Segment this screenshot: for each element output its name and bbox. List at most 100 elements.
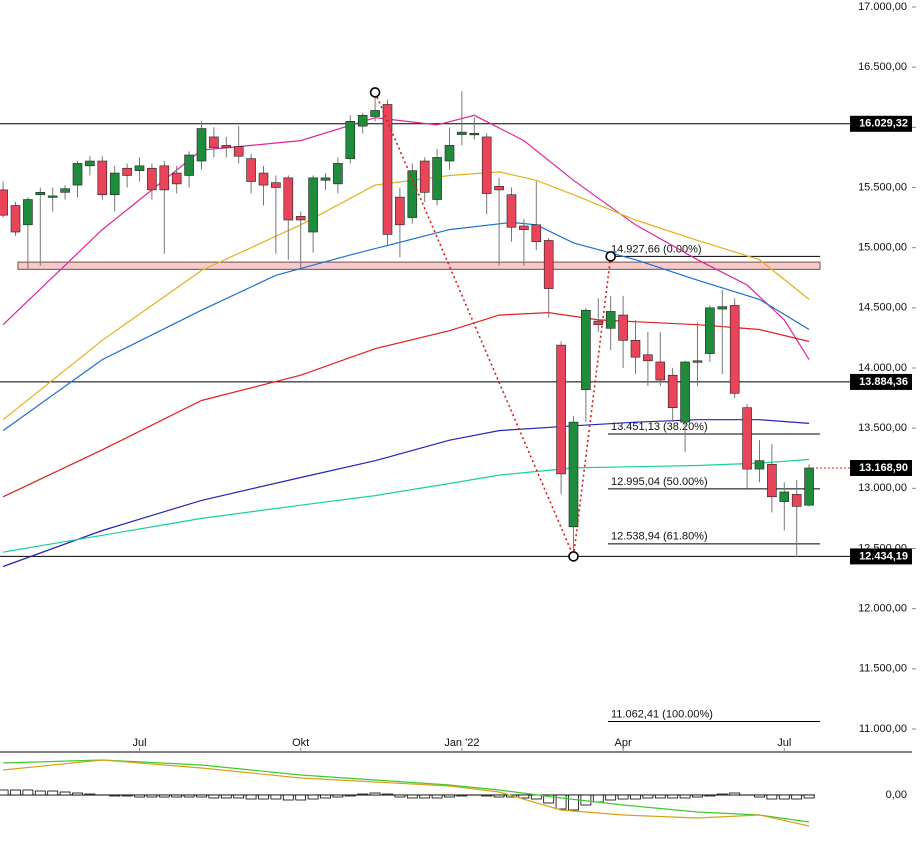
candle-body — [10, 205, 21, 233]
candle-body — [779, 491, 790, 502]
histogram-bar — [84, 793, 96, 796]
candle-body — [618, 314, 628, 341]
fib-label: 11.062,41 (100.00%) — [611, 708, 713, 720]
candle-body — [196, 128, 207, 162]
histogram-bar — [803, 794, 815, 799]
histogram-bar — [444, 794, 455, 798]
candle-body — [692, 360, 703, 363]
histogram-bar — [481, 794, 493, 797]
level-label: 12.434,19 — [859, 550, 908, 562]
moving-average — [2, 114, 810, 360]
candle-body — [605, 311, 616, 329]
candle-body — [643, 354, 653, 362]
y-tick-label: 12.000,00 — [858, 603, 907, 615]
candle-body — [333, 163, 343, 185]
histogram-bar — [766, 794, 778, 800]
histogram-bar — [344, 794, 356, 797]
candle-body — [271, 182, 281, 188]
y-tick-label: 13.000,00 — [858, 482, 907, 494]
histogram-bar — [146, 794, 158, 798]
histogram-bar — [158, 794, 170, 798]
x-tick-label: Apr — [615, 737, 632, 749]
candle-body — [469, 133, 480, 136]
histogram-bar — [778, 794, 790, 800]
histogram-bar — [642, 794, 654, 799]
candle-body — [382, 104, 393, 235]
candle-body — [717, 306, 728, 310]
y-tick-label: 11.000,00 — [859, 723, 907, 735]
x-tick-label: Jul — [777, 737, 791, 749]
candle-body — [667, 374, 678, 409]
candle-body — [519, 225, 529, 230]
histogram-bar — [555, 794, 567, 810]
candle-body — [283, 177, 294, 221]
fib-label: 13.451,13 (38.20%) — [611, 421, 708, 433]
candle-body — [171, 172, 182, 185]
histogram-bar — [109, 794, 121, 797]
candle-body — [494, 185, 504, 191]
moving-average — [2, 171, 810, 421]
histogram-bar — [382, 793, 393, 796]
histogram-bar — [258, 794, 269, 800]
histogram-bar — [47, 790, 59, 796]
candle-body — [60, 188, 70, 193]
histogram-bar — [171, 794, 183, 798]
zone — [17, 261, 821, 270]
candle-body — [97, 160, 108, 196]
candle-body — [134, 165, 145, 171]
histogram-bar — [419, 794, 431, 799]
candle-body — [804, 467, 814, 506]
candle-body — [444, 145, 455, 162]
level-label-box — [850, 115, 912, 132]
y-tick-label: 17.000,00 — [858, 1, 907, 13]
histogram-bar — [196, 794, 207, 798]
histogram-bar — [592, 794, 604, 803]
y-tick-label: 11.500,00 — [859, 663, 907, 675]
candle-body — [568, 421, 579, 528]
histogram-bar — [716, 793, 728, 796]
candle-body — [308, 177, 318, 233]
macd-line — [3, 759, 810, 823]
histogram-bar — [630, 794, 641, 800]
candle-body — [23, 199, 33, 226]
histogram-bar — [518, 794, 530, 799]
candle-body — [767, 463, 777, 498]
histogram-bar — [72, 792, 83, 796]
x-tick-label: Jan '22 — [444, 737, 479, 749]
candle-body — [147, 167, 157, 191]
histogram-bar — [307, 794, 319, 800]
histogram-bar — [22, 789, 34, 796]
candle-body — [419, 160, 430, 193]
candle-body — [0, 189, 8, 216]
candle-body — [531, 224, 542, 242]
histogram-bar — [0, 789, 9, 796]
candle-body — [184, 154, 194, 176]
fib-label: 12.538,94 (61.80%) — [611, 531, 708, 543]
histogram-bar — [605, 794, 617, 801]
candle-body — [159, 165, 170, 191]
histogram-bar — [493, 794, 505, 798]
histogram-bar — [332, 794, 344, 798]
histogram-bar — [270, 794, 282, 800]
y-tick-label: 0,00 — [886, 789, 907, 801]
price-label: 13.168,90 — [859, 462, 908, 474]
level-label: 13.884,36 — [859, 376, 908, 388]
y-tick-label: 15.500,00 — [858, 181, 907, 193]
candle-body — [481, 136, 492, 194]
histogram-bar — [10, 789, 21, 796]
x-tick-label: Jul — [132, 737, 146, 749]
candle-body — [680, 361, 690, 423]
moving-average — [2, 419, 810, 568]
candle-body — [47, 195, 58, 198]
candle-body — [85, 160, 95, 167]
candle-body — [506, 194, 517, 228]
histogram-bar — [704, 794, 716, 797]
histogram-bar — [754, 794, 765, 798]
candle-body — [395, 196, 405, 226]
histogram-bar — [394, 794, 406, 798]
histogram-bar — [568, 794, 579, 811]
candle-body — [258, 172, 269, 186]
histogram-bar — [34, 790, 46, 796]
histogram-bar — [617, 794, 629, 800]
histogram-bar — [692, 794, 703, 798]
